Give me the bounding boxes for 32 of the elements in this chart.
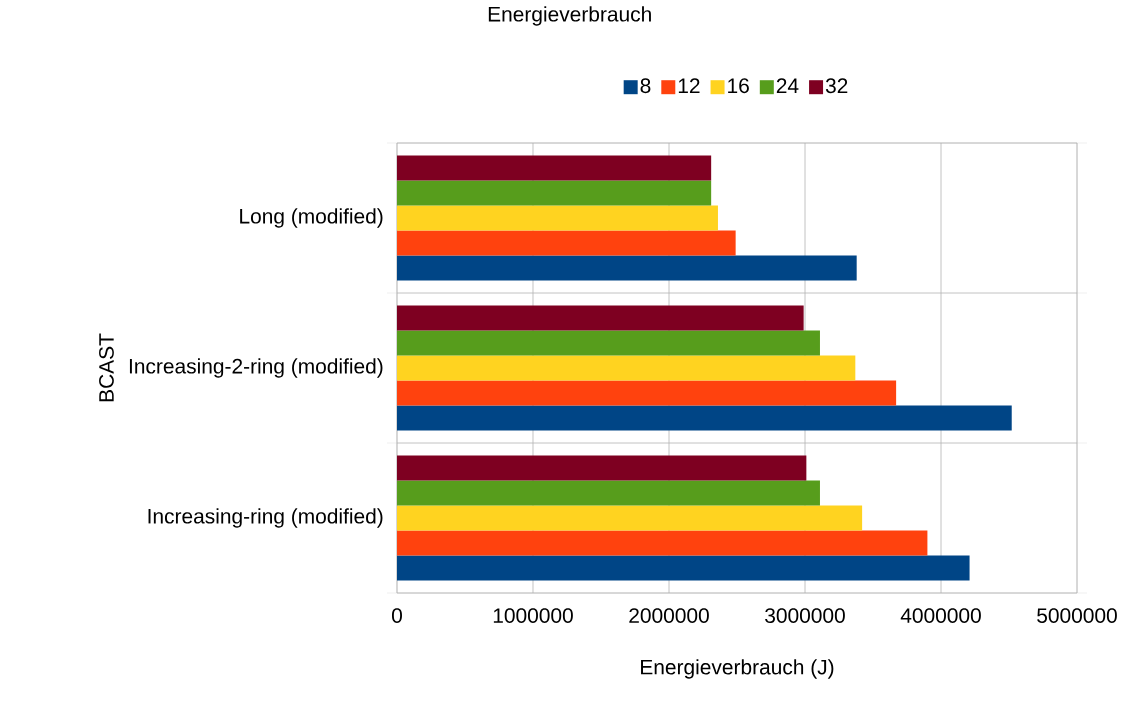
- bar: [397, 205, 718, 231]
- x-axis-title: Energieverbrauch (J): [641, 659, 834, 679]
- legend-label: 24: [776, 78, 799, 93]
- y-tick-label: Long (modified): [240, 208, 383, 228]
- legend-label: 32: [825, 78, 848, 94]
- bar: [397, 355, 856, 381]
- bar: [397, 530, 928, 556]
- y-tick-label: Increasing-2-ring (modified): [129, 358, 383, 378]
- bar: [397, 405, 1012, 431]
- x-tick-label: 1000000: [493, 608, 573, 623]
- chart-title: Energieverbrauch: [488, 6, 651, 26]
- y-axis-title: BCAST: [99, 333, 114, 402]
- x-tick-label: 0: [391, 608, 402, 623]
- legend-label: 8: [640, 78, 651, 94]
- bar: [397, 180, 712, 206]
- bar: [397, 380, 897, 406]
- legend-label: 12: [678, 78, 700, 93]
- bar: [397, 255, 857, 281]
- bar: [397, 155, 712, 181]
- x-tick-label: 3000000: [765, 608, 845, 623]
- bar: [397, 480, 820, 506]
- bar: [397, 455, 807, 481]
- x-tick-label: 5000000: [1037, 608, 1117, 623]
- legend-label: 16: [728, 78, 749, 94]
- bar: [397, 555, 970, 581]
- bar: [397, 230, 736, 256]
- bar: [397, 330, 820, 356]
- x-tick-label: 4000000: [900, 608, 981, 623]
- y-tick-label: Increasing-ring (modified): [148, 508, 383, 528]
- bar: [397, 505, 863, 531]
- x-tick-label: 2000000: [629, 608, 709, 623]
- bar: [397, 305, 804, 331]
